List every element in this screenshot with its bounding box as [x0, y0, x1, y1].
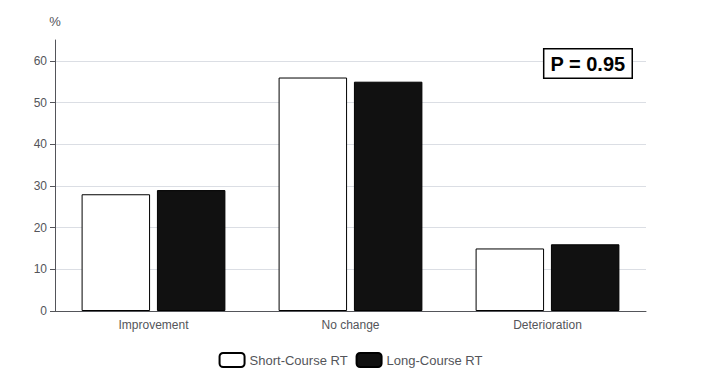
svg-text:Long-Course RT: Long-Course RT: [387, 353, 483, 368]
svg-text:0: 0: [40, 304, 47, 318]
svg-text:20: 20: [34, 221, 48, 235]
svg-text:60: 60: [34, 54, 48, 68]
svg-text:%: %: [49, 14, 61, 29]
svg-text:Improvement: Improvement: [118, 318, 189, 332]
svg-text:P = 0.95: P = 0.95: [550, 53, 625, 75]
svg-text:40: 40: [34, 137, 48, 151]
svg-text:No change: No change: [321, 318, 379, 332]
svg-text:50: 50: [34, 96, 48, 110]
svg-text:Deterioration: Deterioration: [513, 318, 582, 332]
svg-text:30: 30: [34, 179, 48, 193]
svg-text:Short-Course RT: Short-Course RT: [250, 353, 348, 368]
svg-text:10: 10: [34, 262, 48, 276]
